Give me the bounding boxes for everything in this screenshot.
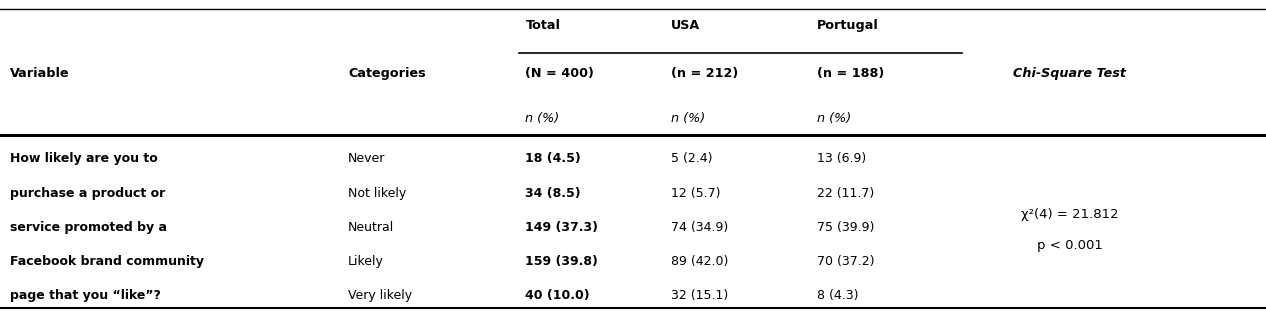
Text: Chi-Square Test: Chi-Square Test (1013, 67, 1127, 80)
Text: Never: Never (348, 152, 386, 165)
Text: Facebook brand community: Facebook brand community (10, 255, 204, 268)
Text: 74 (34.9): 74 (34.9) (671, 221, 728, 234)
Text: 70 (37.2): 70 (37.2) (817, 255, 874, 268)
Text: Categories: Categories (348, 67, 425, 80)
Text: 159 (39.8): 159 (39.8) (525, 255, 599, 268)
Text: 5 (2.4): 5 (2.4) (671, 152, 713, 165)
Text: 149 (37.3): 149 (37.3) (525, 221, 599, 234)
Text: purchase a product or: purchase a product or (10, 187, 166, 200)
Text: Portugal: Portugal (817, 19, 879, 32)
Text: 32 (15.1): 32 (15.1) (671, 289, 728, 302)
Text: n (%): n (%) (817, 112, 851, 125)
Text: Neutral: Neutral (348, 221, 395, 234)
Text: (n = 188): (n = 188) (817, 67, 884, 80)
Text: page that you “like”?: page that you “like”? (10, 289, 161, 302)
Text: How likely are you to: How likely are you to (10, 152, 158, 165)
Text: 18 (4.5): 18 (4.5) (525, 152, 581, 165)
Text: 40 (10.0): 40 (10.0) (525, 289, 590, 302)
Text: USA: USA (671, 19, 700, 32)
Text: 13 (6.9): 13 (6.9) (817, 152, 866, 165)
Text: Total: Total (525, 19, 561, 32)
Text: 75 (39.9): 75 (39.9) (817, 221, 874, 234)
Text: 22 (11.7): 22 (11.7) (817, 187, 874, 200)
Text: n (%): n (%) (525, 112, 560, 125)
Text: Very likely: Very likely (348, 289, 413, 302)
Text: χ²(4) = 21.812: χ²(4) = 21.812 (1020, 208, 1119, 221)
Text: (N = 400): (N = 400) (525, 67, 594, 80)
Text: Variable: Variable (10, 67, 70, 80)
Text: n (%): n (%) (671, 112, 705, 125)
Text: service promoted by a: service promoted by a (10, 221, 167, 234)
Text: Not likely: Not likely (348, 187, 406, 200)
Text: Likely: Likely (348, 255, 384, 268)
Text: p < 0.001: p < 0.001 (1037, 239, 1103, 253)
Text: 12 (5.7): 12 (5.7) (671, 187, 720, 200)
Text: 34 (8.5): 34 (8.5) (525, 187, 581, 200)
Text: 89 (42.0): 89 (42.0) (671, 255, 728, 268)
Text: (n = 212): (n = 212) (671, 67, 738, 80)
Text: 8 (4.3): 8 (4.3) (817, 289, 858, 302)
